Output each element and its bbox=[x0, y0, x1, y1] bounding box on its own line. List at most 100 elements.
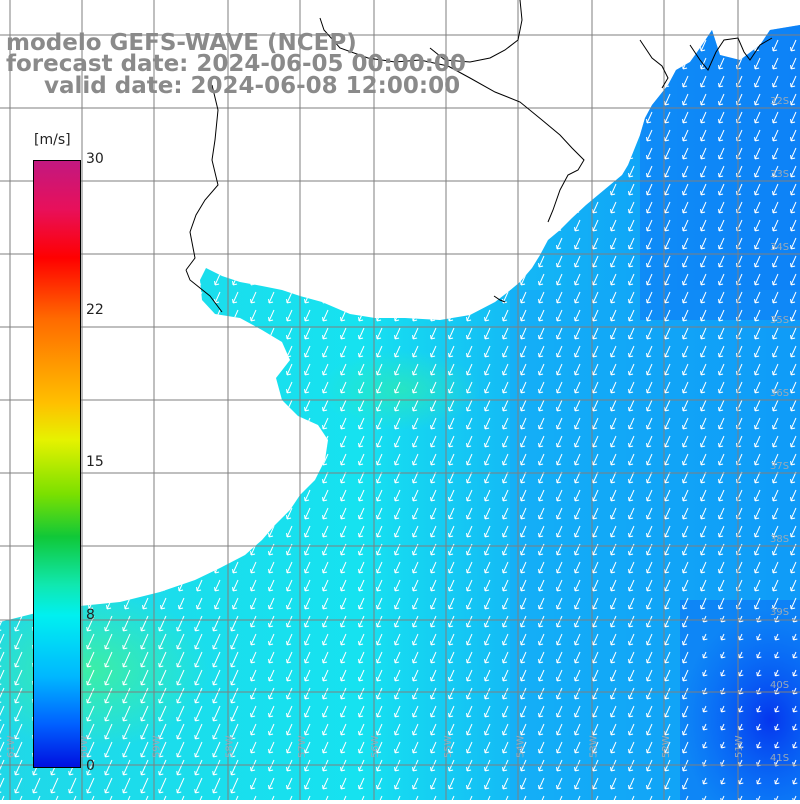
wind-arrow bbox=[232, 165, 239, 178]
wind-arrow bbox=[214, 255, 221, 268]
wind-arrow bbox=[14, 651, 23, 668]
wind-arrow bbox=[792, 669, 798, 677]
wind-arrow bbox=[196, 381, 203, 394]
wind-arrow bbox=[628, 201, 635, 214]
wind-arrow bbox=[628, 363, 635, 376]
wind-arrow bbox=[592, 651, 599, 664]
wind-arrow bbox=[0, 687, 5, 704]
wind-arrow bbox=[304, 795, 311, 800]
wind-arrow bbox=[376, 219, 383, 232]
wind-arrow bbox=[754, 75, 761, 88]
wind-arrow bbox=[592, 669, 599, 682]
wind-arrow bbox=[142, 579, 149, 592]
wind-arrow bbox=[628, 399, 635, 412]
wind-arrow bbox=[574, 471, 581, 484]
wind-arrow bbox=[340, 525, 347, 538]
wind-arrow bbox=[790, 327, 797, 340]
wind-arrow bbox=[268, 255, 275, 268]
wind-arrow bbox=[466, 111, 473, 124]
wind-arrow bbox=[358, 633, 365, 646]
wind-arrow bbox=[158, 723, 167, 740]
wind-arrow bbox=[214, 381, 221, 394]
wind-arrow bbox=[754, 597, 761, 610]
wind-arrow bbox=[628, 39, 635, 52]
wind-arrow bbox=[792, 705, 798, 713]
wind-arrow bbox=[196, 507, 203, 520]
wind-arrow bbox=[286, 669, 293, 682]
wind-arrow bbox=[520, 381, 527, 394]
wind-arrow bbox=[720, 633, 726, 641]
wind-arrow bbox=[322, 129, 329, 142]
wind-arrow bbox=[484, 723, 491, 736]
wind-arrow bbox=[448, 489, 455, 502]
wind-arrow bbox=[286, 291, 293, 304]
wind-arrow bbox=[502, 273, 509, 286]
wind-arrow bbox=[610, 417, 617, 430]
latitude-label: 41S bbox=[770, 753, 789, 764]
wind-arrow bbox=[772, 39, 779, 52]
wind-arrow bbox=[682, 129, 689, 142]
wind-arrow bbox=[718, 291, 725, 304]
wind-arrow bbox=[610, 777, 617, 790]
wind-arrow bbox=[0, 777, 5, 794]
wind-arrow bbox=[610, 579, 617, 592]
wind-arrow bbox=[304, 687, 311, 700]
wind-arrow bbox=[574, 129, 581, 142]
wind-arrow bbox=[682, 327, 689, 340]
wind-arrow bbox=[754, 417, 761, 430]
wind-arrow bbox=[340, 723, 347, 736]
wind-arrow bbox=[158, 669, 167, 686]
wind-arrow bbox=[358, 183, 365, 196]
wind-arrow bbox=[322, 687, 329, 700]
wind-arrow bbox=[790, 489, 797, 502]
wind-arrow bbox=[358, 201, 365, 214]
wind-arrow bbox=[412, 147, 419, 160]
wind-arrow bbox=[376, 597, 383, 610]
wind-arrow bbox=[304, 327, 311, 340]
wind-arrow bbox=[592, 309, 599, 322]
wind-arrow bbox=[214, 417, 221, 430]
wind-arrow bbox=[196, 111, 203, 124]
wind-arrow bbox=[484, 111, 491, 124]
wind-arrow bbox=[122, 651, 131, 668]
wind-arrow bbox=[538, 291, 545, 304]
wind-arrow bbox=[682, 651, 689, 664]
wind-arrow bbox=[104, 633, 113, 650]
wind-arrow bbox=[340, 219, 347, 232]
wind-arrow bbox=[792, 741, 798, 749]
wind-arrow bbox=[376, 741, 383, 754]
wind-arrow bbox=[358, 723, 365, 736]
wind-arrow bbox=[574, 741, 581, 754]
wind-arrow bbox=[412, 165, 419, 178]
wind-arrow bbox=[520, 165, 527, 178]
wind-arrow bbox=[412, 273, 419, 286]
wind-arrow bbox=[124, 237, 131, 250]
wind-arrow bbox=[520, 471, 527, 484]
wind-arrow bbox=[574, 489, 581, 502]
wind-arrow bbox=[394, 471, 401, 484]
wind-arrow bbox=[412, 183, 419, 196]
wind-arrow bbox=[86, 633, 95, 650]
wind-arrow bbox=[412, 255, 419, 268]
wind-arrow bbox=[250, 291, 257, 304]
colorbar-tick-22: 22 bbox=[86, 302, 104, 318]
wind-arrow bbox=[664, 651, 671, 664]
wind-arrow bbox=[214, 507, 221, 520]
wind-arrow bbox=[160, 165, 167, 178]
wind-arrow bbox=[376, 579, 383, 592]
wind-arrow bbox=[718, 147, 725, 160]
wind-arrow bbox=[592, 147, 599, 160]
wind-arrow bbox=[304, 507, 311, 520]
wind-arrow bbox=[358, 777, 365, 790]
wind-arrow bbox=[394, 489, 401, 502]
wind-arrow bbox=[520, 615, 527, 628]
wind-arrow bbox=[178, 345, 185, 358]
wind-arrow bbox=[556, 723, 563, 736]
wind-arrow bbox=[340, 633, 347, 646]
wind-arrow bbox=[718, 309, 725, 322]
wind-arrow bbox=[250, 201, 257, 214]
wind-arrow bbox=[664, 741, 671, 754]
wind-arrow bbox=[646, 561, 653, 574]
wind-arrow bbox=[176, 741, 185, 758]
wind-arrow bbox=[628, 669, 635, 682]
